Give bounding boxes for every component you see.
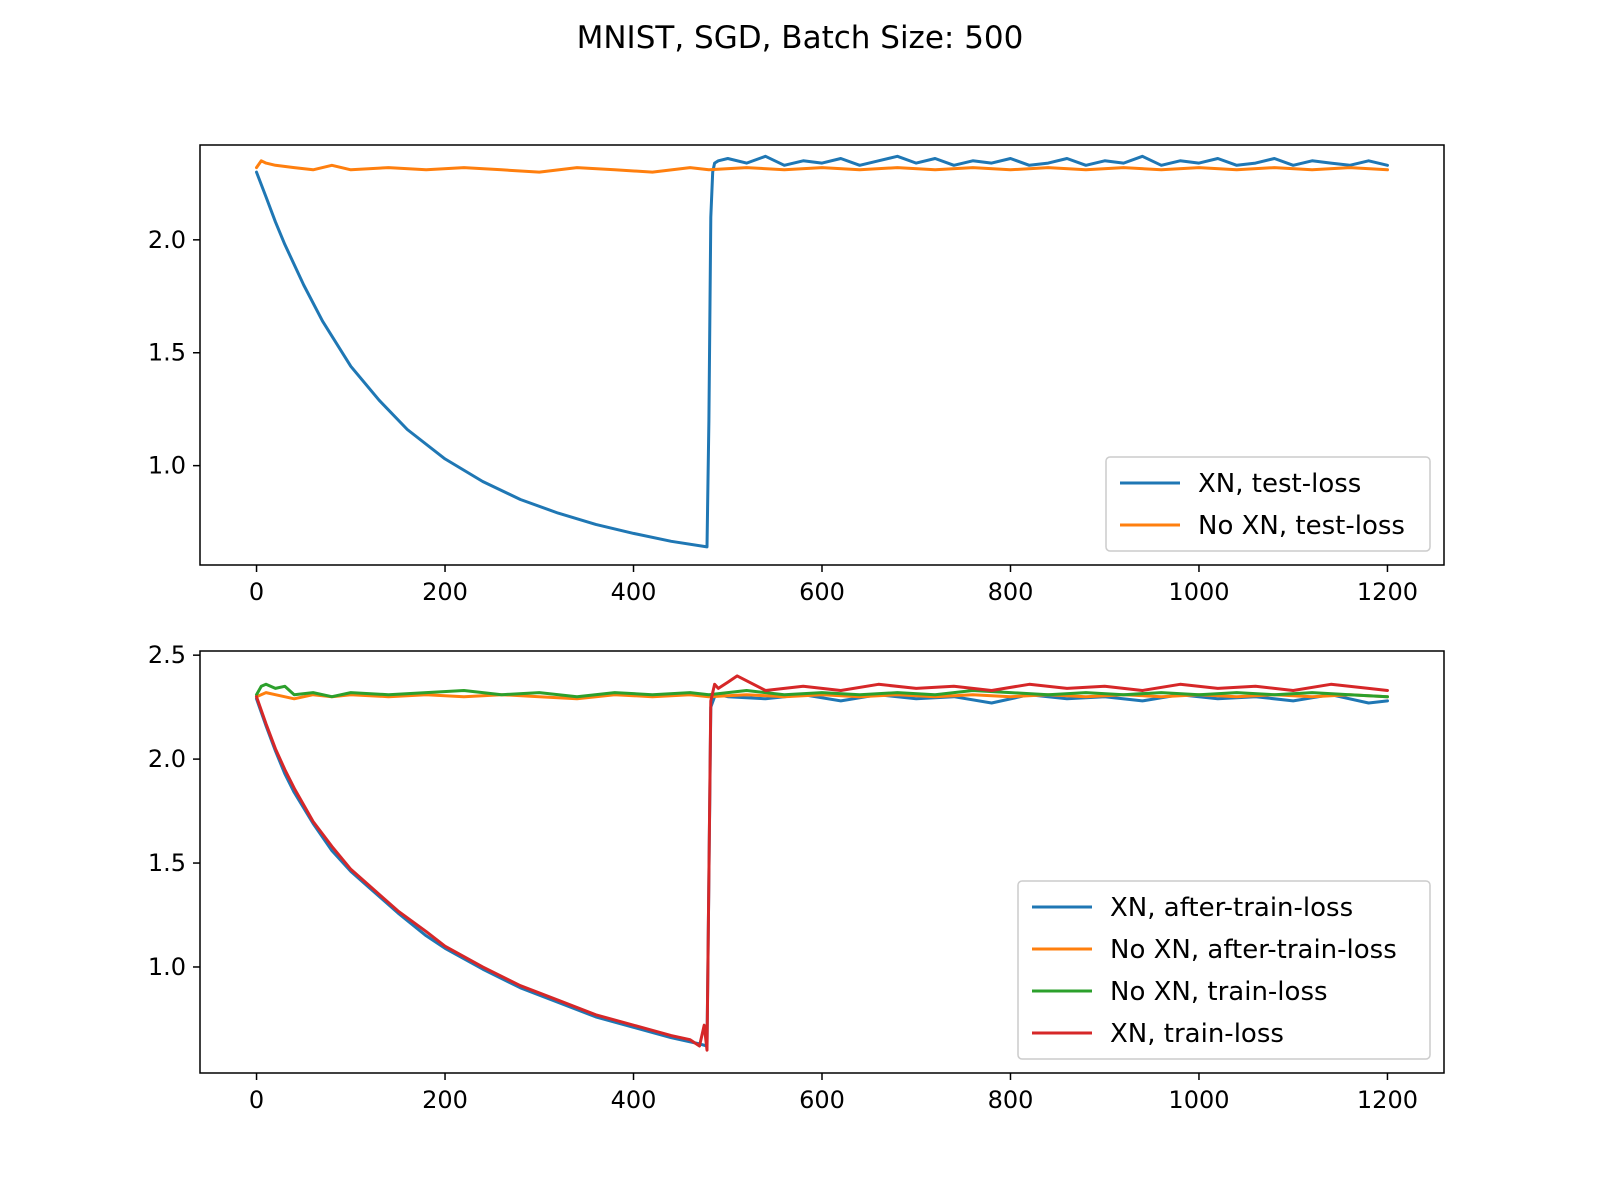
x-tick-label: 0 [249,578,264,606]
x-tick-label: 0 [249,1086,264,1114]
legend-label: XN, test-loss [1198,469,1361,499]
legend-label: No XN, train-loss [1110,977,1328,1007]
subplot-top: 0 200 400 600 800 1000 1200 1.0 1.5 2.0 XN, test-l… [148,144,1445,606]
series-line-1 [255,154,1389,549]
legend-label: XN, after-train-loss [1110,893,1353,923]
legend-label: XN, train-loss [1110,1019,1284,1049]
legend-box [1105,456,1431,552]
y-tick-label: 1.0 [148,452,186,480]
x-tick-label: 1200 [1357,578,1418,606]
x-tick-label: 200 [422,1086,468,1114]
legend-box [1017,880,1431,1060]
x-tick-label: 800 [988,578,1034,606]
y-tick-label: 2.0 [148,745,186,773]
legend-label: No XN, after-train-loss [1110,935,1397,965]
x-tick-label: 400 [611,1086,657,1114]
x-tick-label: 800 [988,1086,1034,1114]
x-tick-label: 600 [799,1086,845,1114]
series-group [255,674,1389,1052]
legend-label: No XN, test-loss [1198,511,1405,541]
x-tick-label: 600 [799,578,845,606]
x-tick-label: 1000 [1168,578,1229,606]
y-tick-label: 2.0 [148,226,186,254]
y-tick-label: 1.0 [148,953,186,981]
y-tick-label: 1.5 [148,849,186,877]
legend: XN, after-train-loss No XN, after-train-l… [1017,880,1431,1060]
series-line-1 [255,693,1389,1048]
figure-title: MNIST, SGD, Batch Size: 500 [577,20,1024,56]
x-tick-label: 1200 [1357,1086,1418,1114]
x-tick-label: 200 [422,578,468,606]
series-line-3 [255,682,1389,699]
subplot-bottom: 0 200 400 600 800 1000 1200 1.0 1.5 2.0 2.5 XN, aft… [148,641,1445,1114]
series-line-2 [255,159,1389,174]
y-tick-label: 2.5 [148,641,186,669]
y-tick-label: 1.5 [148,339,186,367]
x-tick-label: 400 [611,578,657,606]
series-line-4 [255,674,1389,1052]
x-tick-label: 1000 [1168,1086,1229,1114]
series-group [255,154,1389,549]
legend: XN, test-loss No XN, test-loss [1105,456,1431,552]
